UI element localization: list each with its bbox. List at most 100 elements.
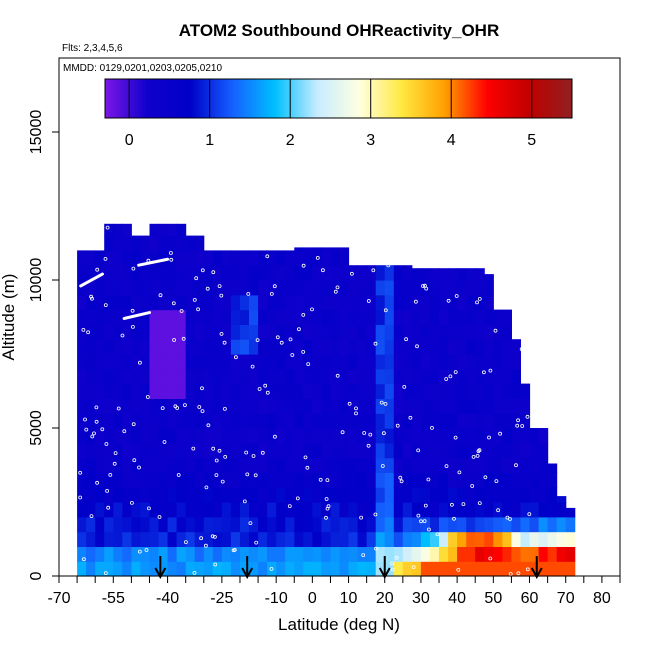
- heatmap-cell: [448, 280, 458, 296]
- sample-marker: [89, 294, 93, 299]
- heatmap-cell: [493, 531, 503, 547]
- sample-marker: [325, 478, 330, 483]
- heatmap-cell: [203, 398, 214, 414]
- heatmap-cell: [167, 265, 178, 281]
- heatmap-cell: [375, 265, 386, 281]
- heatmap-cell: [493, 516, 503, 533]
- heatmap-cell: [167, 354, 178, 370]
- sample-marker: [179, 309, 184, 313]
- sample-marker: [461, 502, 466, 507]
- heatmap-cell: [384, 294, 395, 311]
- heatmap-cell: [420, 516, 431, 533]
- heatmap-cell: [230, 354, 241, 370]
- heatmap-cell: [420, 561, 431, 577]
- heatmap-cell: [113, 472, 123, 488]
- heatmap-cell: [176, 324, 187, 340]
- heatmap-cell: [122, 442, 132, 459]
- heatmap-cell: [511, 354, 521, 370]
- heatmap-cell: [475, 516, 485, 533]
- heatmap-cell: [258, 561, 268, 577]
- heatmap-cell: [240, 442, 250, 459]
- heatmap-cell: [565, 531, 576, 547]
- heatmap-cell: [375, 487, 386, 503]
- sample-marker: [354, 406, 358, 411]
- heatmap-cell: [176, 546, 187, 562]
- heatmap-cell: [113, 324, 123, 340]
- heatmap-cell: [104, 250, 114, 266]
- heatmap-cell: [131, 561, 141, 577]
- heatmap-cell: [493, 472, 503, 488]
- heatmap-cell: [375, 280, 386, 296]
- heatmap-cell: [185, 235, 196, 251]
- heatmap-cell: [185, 561, 196, 577]
- heatmap-cell: [176, 487, 187, 503]
- heatmap-cell: [502, 383, 512, 399]
- y-tick-label: 10000: [28, 258, 45, 303]
- heatmap-cell: [276, 442, 286, 459]
- heatmap-cell: [312, 383, 322, 399]
- heatmap-cell: [221, 339, 232, 355]
- heatmap-cell: [221, 516, 232, 533]
- heatmap-cell: [149, 502, 160, 518]
- heatmap-cell: [348, 280, 359, 296]
- heatmap-cell: [140, 413, 150, 429]
- heatmap-cell: [240, 561, 250, 577]
- heatmap-cell: [411, 398, 422, 414]
- sample-marker: [508, 572, 513, 576]
- heatmap-cell: [230, 531, 241, 547]
- sample-marker: [199, 536, 204, 541]
- heatmap-cell: [185, 294, 196, 311]
- heatmap-cell: [502, 442, 512, 459]
- heatmap-cell: [457, 294, 467, 311]
- heatmap-cell: [258, 487, 268, 503]
- heatmap-cell: [457, 457, 467, 473]
- heatmap-cell: [203, 383, 214, 399]
- heatmap-cell: [221, 487, 232, 503]
- heatmap-cell: [258, 354, 268, 370]
- heatmap-cell: [249, 442, 259, 459]
- heatmap-cell: [411, 339, 422, 355]
- heatmap-cell: [240, 368, 250, 385]
- sample-marker: [477, 448, 482, 453]
- sample-marker: [250, 364, 255, 369]
- heatmap-cell: [221, 398, 232, 414]
- heatmap-cell: [285, 294, 295, 311]
- sample-marker: [137, 360, 142, 365]
- heatmap-cell: [330, 531, 341, 547]
- heatmap-cell: [149, 383, 160, 399]
- heatmap-cell: [267, 428, 277, 444]
- heatmap-cell: [140, 442, 150, 459]
- sample-marker: [223, 454, 228, 459]
- heatmap-cell: [77, 413, 87, 429]
- heatmap-cell: [267, 487, 277, 503]
- heatmap-cell: [131, 531, 141, 547]
- heatmap-cell: [212, 502, 223, 518]
- heatmap-cell: [348, 428, 359, 444]
- heatmap-cell: [448, 546, 458, 562]
- plot-frame: [58, 57, 621, 577]
- heatmap-cell: [258, 250, 268, 266]
- sample-marker: [92, 431, 96, 436]
- heatmap-cell: [402, 324, 413, 340]
- heatmap-cell: [77, 339, 87, 355]
- colorbar-tick-label: 2: [286, 132, 295, 149]
- heatmap-cell: [276, 487, 286, 503]
- heatmap-cell: [411, 309, 422, 325]
- sample-marker: [212, 535, 217, 539]
- heatmap-cell: [384, 531, 395, 547]
- heatmap-cell: [466, 487, 476, 503]
- heatmap-cell: [303, 398, 313, 414]
- heatmap-cell: [122, 413, 132, 429]
- heatmap-cell: [185, 428, 196, 444]
- heatmap-cell: [203, 516, 214, 533]
- heatmap-cell: [167, 368, 178, 385]
- heatmap-cell: [484, 413, 494, 429]
- heatmap-cell: [448, 383, 458, 399]
- heatmap-cell: [511, 398, 521, 414]
- heatmap-cell: [411, 516, 422, 533]
- heatmap-cell: [131, 250, 141, 266]
- heatmap-cell: [267, 354, 277, 370]
- heatmap-cell: [149, 250, 160, 266]
- heatmap-cell: [420, 309, 431, 325]
- heatmap-cell: [158, 428, 169, 444]
